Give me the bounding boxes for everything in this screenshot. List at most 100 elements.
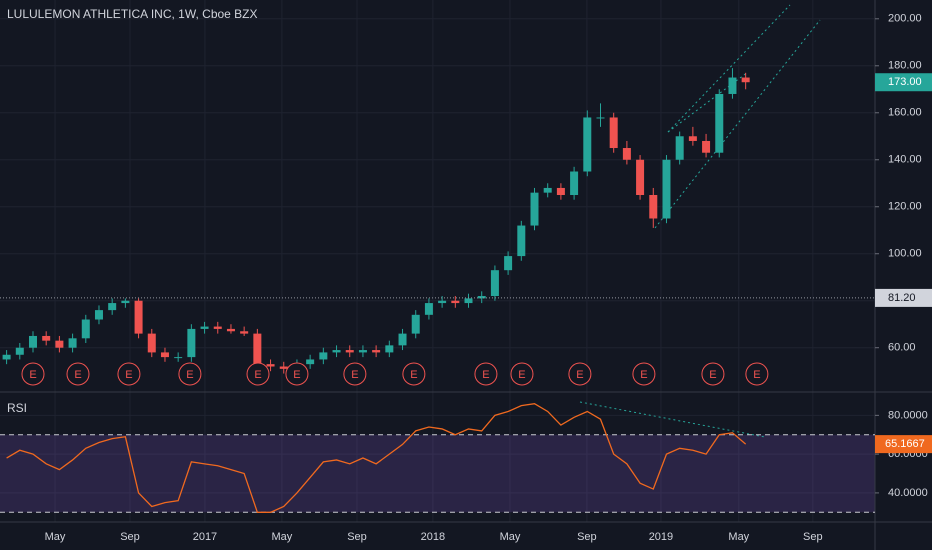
x-tick-label: May	[728, 531, 749, 543]
earnings-label: E	[410, 369, 417, 381]
y-tick-label: 100.00	[888, 248, 922, 260]
x-tick-label: Sep	[803, 531, 823, 543]
candle-body	[741, 77, 750, 83]
y-tick-label: 200.00	[888, 13, 922, 25]
y-tick-label: 160.00	[888, 107, 922, 119]
trend-line	[579, 401, 766, 438]
candle-body	[728, 77, 737, 94]
candle-body	[543, 187, 552, 193]
earnings-marker	[343, 362, 367, 386]
x-tick-label: May	[272, 531, 293, 543]
candle-body	[451, 300, 460, 304]
y-tick-label: 60.00	[888, 342, 916, 354]
earnings-marker	[178, 362, 202, 386]
price-tag-label: 81.20	[888, 292, 916, 304]
candle-body	[319, 352, 328, 360]
y-tick-label: 80.0000	[888, 409, 928, 421]
candle-body	[688, 136, 697, 141]
trend-line	[654, 19, 821, 229]
candle-body	[596, 117, 605, 119]
candle-body	[15, 347, 24, 355]
earnings-label: E	[753, 369, 760, 381]
earnings-label: E	[293, 369, 300, 381]
earnings-label: E	[254, 369, 261, 381]
candle-body	[372, 350, 381, 353]
indicator-title: RSI	[7, 401, 27, 415]
plot	[2, 4, 821, 438]
chart-title: LULULEMON ATHLETICA INC, 1W, Cboe BZX	[7, 7, 258, 21]
candle-body	[398, 333, 407, 346]
earnings-label: E	[351, 369, 358, 381]
candle-body	[28, 335, 37, 348]
earnings-label: E	[482, 369, 489, 381]
candle-body	[55, 340, 64, 348]
candle-body	[609, 117, 618, 149]
x-tick-label: May	[45, 531, 66, 543]
earnings-marker	[117, 362, 141, 386]
candle-body	[385, 345, 394, 353]
candle-body	[160, 352, 169, 358]
rsi-value-tag	[875, 435, 932, 454]
y-tick-label: 140.00	[888, 154, 922, 166]
y-tick-label: 40.0000	[888, 487, 928, 499]
x-tick-label: May	[500, 531, 521, 543]
candle-body	[134, 300, 143, 334]
x-tick-label: Sep	[347, 531, 367, 543]
earnings-marker	[745, 362, 769, 386]
candle-body	[174, 357, 183, 359]
candle-body	[715, 93, 724, 153]
earnings-label: E	[709, 369, 716, 381]
earnings-label: E	[518, 369, 525, 381]
earnings-label: E	[29, 369, 36, 381]
x-tick-label: 2017	[193, 531, 217, 543]
earnings-label: E	[640, 369, 647, 381]
candle-body	[200, 326, 209, 329]
y-tick-label: 180.00	[888, 60, 922, 72]
candle-body	[213, 326, 222, 329]
candle-body	[477, 296, 486, 299]
price-tag	[875, 288, 932, 307]
earnings-marker	[568, 362, 592, 386]
candle-body	[187, 328, 196, 358]
earnings-marker	[701, 362, 725, 386]
x-tick-label: 2019	[649, 531, 673, 543]
candle-body	[94, 310, 103, 320]
candle-body	[81, 319, 90, 339]
candle-body	[279, 366, 288, 369]
candle-body	[570, 171, 579, 195]
candle-body	[662, 159, 671, 219]
candle-body	[517, 225, 526, 257]
candle-body	[358, 350, 367, 353]
candle-body	[636, 159, 645, 195]
trend-line	[667, 71, 749, 133]
candle-body	[702, 140, 711, 153]
grid	[0, 0, 875, 522]
candle-body	[504, 256, 513, 271]
candle-body	[2, 354, 11, 360]
x-tick-label: Sep	[577, 531, 597, 543]
earnings-label: E	[74, 369, 81, 381]
candle-body	[424, 303, 433, 315]
last-price-tag	[875, 73, 932, 92]
earnings-marker	[246, 362, 270, 386]
candle-body	[675, 136, 684, 160]
candle-body	[556, 187, 565, 195]
rsi-line	[6, 403, 747, 513]
candle-body	[42, 335, 51, 341]
earnings-marker	[66, 362, 90, 386]
candle-body	[490, 270, 499, 297]
x-tick-label: Sep	[120, 531, 140, 543]
candle-body	[240, 331, 249, 334]
earnings-label: E	[186, 369, 193, 381]
candle-body	[411, 314, 420, 334]
candle-body	[345, 350, 354, 353]
candle-body	[68, 338, 77, 348]
earnings-marker	[474, 362, 498, 386]
candle-body	[253, 333, 262, 365]
earnings-marker	[632, 362, 656, 386]
candle-body	[306, 359, 315, 365]
earnings-marker	[510, 362, 534, 386]
earnings-marker	[21, 362, 45, 386]
last-price-label: 173.00	[888, 76, 922, 88]
